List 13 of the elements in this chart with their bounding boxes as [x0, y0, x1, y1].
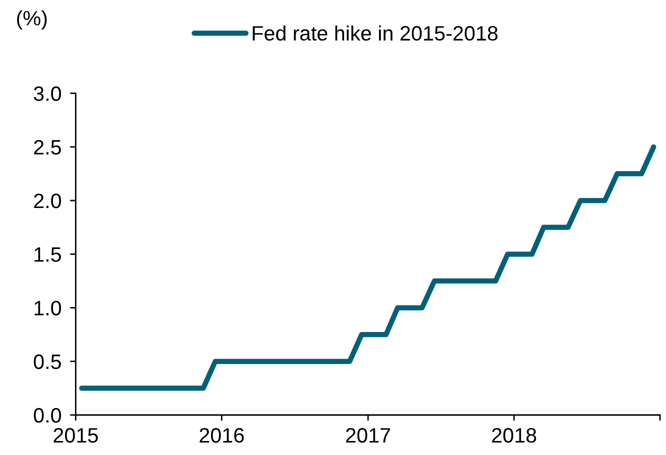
x-tick-label: 2018 [492, 428, 536, 443]
y-tick-label: 2.5 [34, 140, 61, 155]
y-tick-label: 3.0 [34, 86, 62, 101]
y-tick-label: 0.0 [34, 408, 62, 423]
y-tick-label: 1.5 [34, 247, 61, 262]
y-tick-label: 1.0 [34, 300, 62, 316]
y-axis-title: (%) [17, 10, 47, 30]
y-tick-label: 0.5 [34, 354, 61, 370]
x-tick-label: 2016 [200, 428, 244, 443]
x-tick-label: 2017 [346, 428, 390, 443]
y-tick-label: 2.0 [34, 194, 62, 208]
legend-label: Fed rate hike in 2015-2018 [252, 25, 498, 41]
x-tick-label: 2015 [54, 428, 98, 443]
